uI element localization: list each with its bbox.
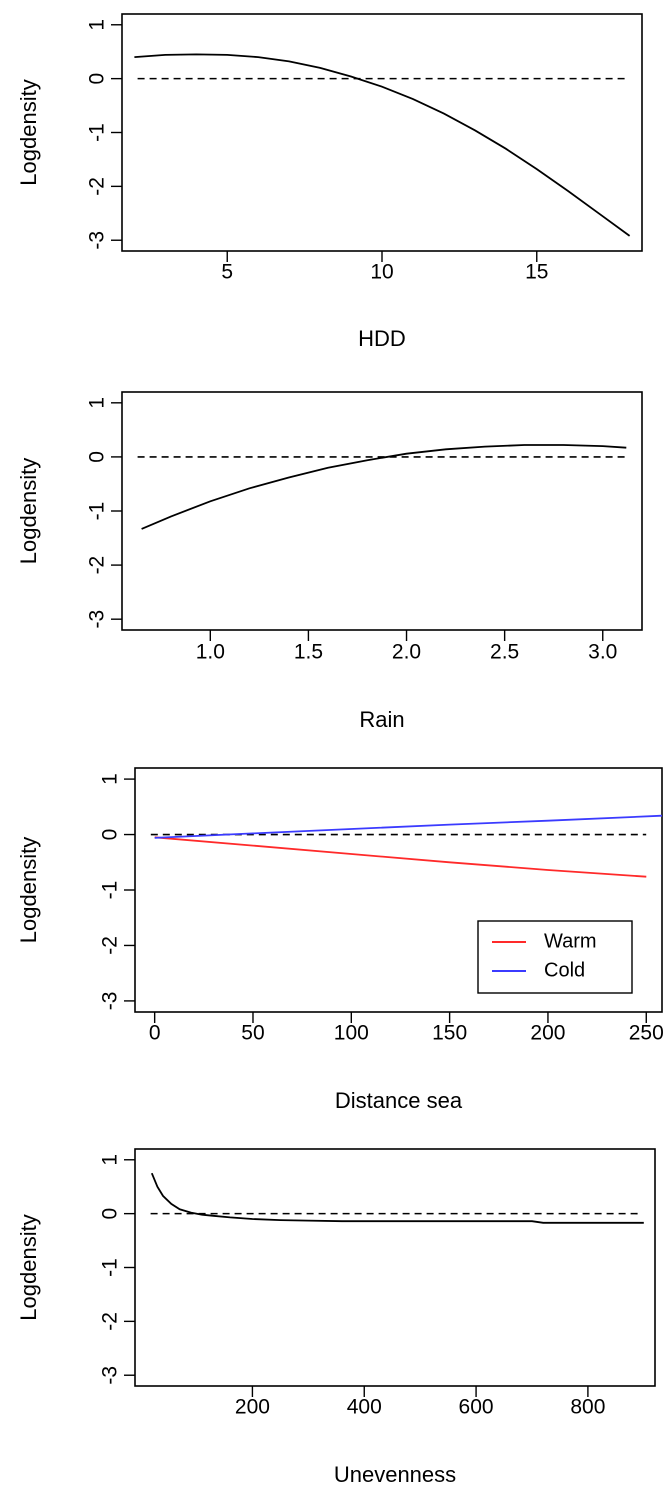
y-tick-label: 0 [86,451,109,463]
x-axis-title: Rain [359,707,404,732]
y-axis-title: Logdensity [16,837,41,943]
y-tick-label: 0 [86,73,109,85]
y-tick-label: 1 [86,397,109,409]
panel-4: 1 0 -1 -2 -3 200 400 600 800 Unevenness Logdensity [16,1148,656,1487]
series-line [141,444,627,530]
plot-frame [121,391,643,631]
x-tick-label: 2.5 [490,640,519,663]
y-tick-label: -1 [86,502,109,521]
y-tick-label: -3 [86,610,109,629]
y-tick-label: -3 [99,992,122,1011]
y-axis-title: Logdensity [16,1214,41,1320]
legend-label-warm: Warm [544,930,597,952]
y-tick-label: 0 [99,1208,122,1220]
series-line-cold [154,814,663,839]
plot-frame [121,13,643,252]
x-tick-label: 10 [370,260,393,283]
legend-box [477,920,633,994]
y-axis-title: Logdensity [16,458,41,564]
plot-frame [134,1148,656,1387]
y-tick-label: -1 [99,881,122,900]
y-tick-label: -3 [86,231,109,250]
y-tick-label: -1 [99,1258,122,1277]
y-tick-label: -2 [99,1312,122,1331]
y-axis-title: Logdensity [16,79,41,185]
x-axis-title: HDD [358,326,406,351]
y-tick-label: -2 [99,936,122,955]
x-tick-label: 15 [525,260,548,283]
x-tick-label: 250 [629,1021,664,1044]
series-line-warm [154,836,647,878]
y-tick-label: 1 [99,1154,122,1166]
y-tick-label: -2 [86,177,109,196]
series-line [134,53,631,237]
y-tick-label: -2 [86,556,109,575]
x-tick-label: 3.0 [588,640,617,663]
series-line [150,1172,644,1224]
y-tick-label: 1 [86,19,109,31]
x-tick-label: 1.5 [294,640,323,663]
x-tick-label: 200 [530,1021,565,1044]
x-tick-label: 2.0 [392,640,421,663]
legend: Warm Cold [477,920,633,994]
y-tick-label: -3 [99,1366,122,1385]
x-tick-label: 400 [347,1395,382,1418]
x-tick-label: 600 [459,1395,494,1418]
x-tick-label: 1.0 [196,640,225,663]
x-tick-label: 100 [334,1021,369,1044]
x-tick-label: 200 [235,1395,270,1418]
y-tick-label: -1 [86,123,109,142]
x-tick-label: 5 [221,260,233,283]
x-tick-label: 800 [570,1395,605,1418]
x-tick-label: 50 [241,1021,264,1044]
y-tick-label: 0 [99,829,122,841]
x-axis-title: Unevenness [334,1462,456,1487]
x-axis-title: Distance sea [335,1088,463,1113]
panel-3: 1 0 -1 -2 -3 0 50 100 150 200 250 Distance sea Logde… [16,767,664,1113]
x-tick-label: 0 [149,1021,161,1044]
x-tick-label: 150 [432,1021,467,1044]
panel-2: 1 0 -1 -2 -3 1.0 1.5 2.0 2.5 3.0 Rain Logdensity [16,391,643,732]
legend-label-cold: Cold [544,959,585,981]
y-tick-label: 1 [99,773,122,785]
